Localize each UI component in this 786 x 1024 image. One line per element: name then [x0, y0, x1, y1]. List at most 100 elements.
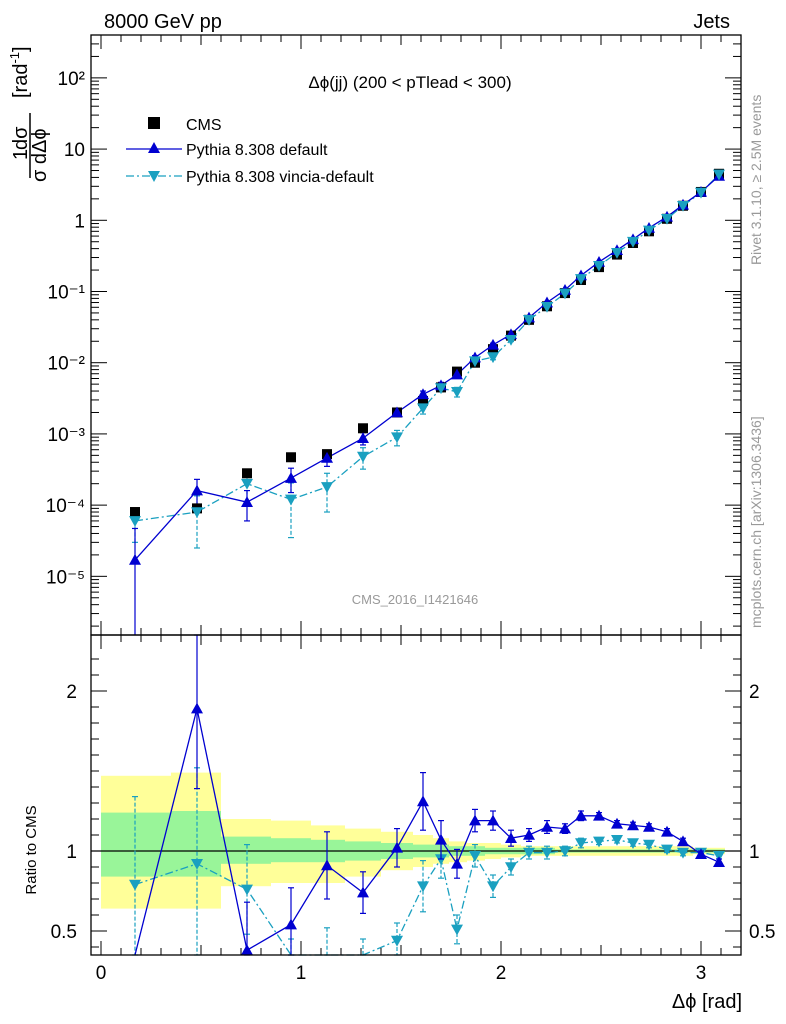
y-tick-label: 1 — [74, 211, 85, 232]
series-line-default — [134, 175, 720, 561]
uncertainty-band-inner — [221, 836, 271, 864]
y-tick-label: 10² — [58, 69, 85, 90]
data-point-vincia — [643, 225, 655, 237]
data-point-vincia — [611, 247, 623, 259]
ratio-point-vincia — [523, 847, 535, 859]
ratio-point-vincia — [611, 835, 623, 846]
ratio-point-vincia — [469, 851, 481, 862]
ratio-point-default — [695, 848, 707, 859]
data-point-vincia — [321, 482, 333, 493]
ratio-point-vincia — [643, 839, 655, 851]
ratio-point-default — [321, 859, 333, 871]
data-point-vincia — [451, 387, 463, 398]
ratio-point-default — [627, 819, 639, 831]
ratio-y-tick-label: 2 — [66, 682, 77, 703]
legend-label-vincia: Pythia 8.308 vincia-default — [186, 169, 374, 186]
uncertainty-band-inner — [101, 812, 171, 877]
legend-marker-cms — [148, 117, 160, 129]
mcplots-label: mcplots.cern.ch [arXiv:1306.3436] — [748, 416, 764, 628]
svg-text:σ dΔϕ: σ dΔϕ — [29, 128, 51, 182]
ratio-point-vincia — [575, 838, 587, 849]
ratio-y-tick-label-right: 0.5 — [749, 922, 775, 943]
ratio-point-default — [191, 702, 203, 714]
ratio-point-default — [469, 814, 481, 826]
legend-marker-vincia — [148, 171, 160, 182]
analysis-watermark: CMS_2016_I1421646 — [352, 592, 479, 607]
ratio-point-vincia — [627, 838, 639, 849]
svg-text:1: 1 — [10, 149, 32, 160]
ratio-point-vincia — [391, 935, 403, 947]
ratio-point-vincia — [593, 836, 605, 848]
main-y-axis-label: 1 dσ σ dΔϕ [rad-1] — [7, 46, 51, 182]
data-point-vincia — [191, 507, 203, 519]
data-point-cms — [358, 423, 368, 434]
data-point-vincia — [285, 494, 297, 506]
data-point-default — [391, 406, 403, 418]
rivet-label: Rivet 3.1.10, ≥ 2.5M events — [748, 95, 764, 265]
series-line-vincia — [134, 174, 720, 522]
legend: CMS Pythia 8.308 default Pythia 8.308 vi… — [126, 117, 374, 186]
data-point-vincia — [575, 274, 587, 285]
ratio-point-vincia — [417, 881, 429, 893]
data-point-default — [321, 451, 333, 463]
y-tick-label: 10⁻⁵ — [46, 567, 85, 588]
ratio-point-vincia — [129, 879, 141, 891]
ratio-point-default — [713, 856, 725, 867]
data-point-default — [241, 496, 253, 507]
ratio-point-vincia — [191, 859, 203, 870]
data-point-vincia — [435, 383, 447, 395]
data-point-vincia — [417, 403, 429, 415]
ratio-point-default — [391, 841, 403, 853]
data-point-vincia — [129, 516, 141, 527]
x-tick-label: 3 — [696, 963, 707, 984]
header-process-label: Jets — [693, 11, 730, 33]
ratio-y-tick-label: 1 — [66, 842, 77, 863]
ratio-plot-frame — [90, 634, 742, 956]
ratio-y-tick-label: 0.5 — [51, 922, 77, 943]
y-tick-label: 10⁻⁴ — [46, 496, 85, 517]
data-point-cms — [130, 507, 140, 518]
data-point-vincia — [357, 451, 369, 463]
ratio-point-default — [593, 809, 605, 821]
data-point-vincia — [469, 356, 481, 368]
svg-text:dσ: dσ — [10, 126, 32, 150]
data-point-vincia — [661, 213, 673, 225]
ratio-point-vincia — [677, 847, 689, 859]
data-point-default — [487, 338, 499, 350]
ratio-point-vincia — [487, 881, 499, 893]
plot-title: Δϕ(jj) (200 < pTlead < 300) — [308, 73, 511, 92]
ratio-point-default — [523, 829, 535, 840]
ratio-point-vincia — [505, 862, 517, 873]
ratio-point-default — [241, 944, 253, 955]
ratio-point-default — [357, 886, 369, 898]
ratio-point-default — [451, 857, 463, 869]
data-point-vincia — [677, 200, 689, 212]
ratio-point-vincia — [241, 884, 253, 896]
y-tick-label: 10⁻² — [48, 354, 86, 375]
data-point-vincia — [541, 301, 553, 313]
data-point-default — [357, 432, 369, 444]
ratio-point-default — [435, 833, 447, 845]
data-point-vincia — [627, 236, 639, 248]
data-point-vincia — [391, 432, 403, 444]
ratio-point-vincia — [661, 844, 673, 856]
data-point-vincia — [713, 169, 725, 181]
data-point-vincia — [241, 478, 253, 490]
svg-text:[rad-1]: [rad-1] — [7, 46, 32, 98]
data-point-default — [451, 368, 463, 380]
ratio-point-default — [661, 825, 673, 837]
ratio-point-default — [505, 832, 517, 843]
data-point-vincia — [559, 288, 571, 300]
data-point-vincia — [505, 334, 517, 346]
data-point-cms — [418, 395, 428, 406]
legend-label-cms: CMS — [186, 117, 222, 134]
ratio-point-vincia — [559, 846, 571, 857]
y-tick-label: 10⁻³ — [48, 425, 86, 446]
data-point-default — [191, 484, 203, 496]
ratio-point-default — [611, 817, 623, 829]
ratio-point-default — [575, 809, 587, 821]
ratio-point-default — [643, 821, 655, 832]
x-tick-label: 0 — [96, 963, 107, 984]
ratio-line-default — [134, 708, 720, 956]
